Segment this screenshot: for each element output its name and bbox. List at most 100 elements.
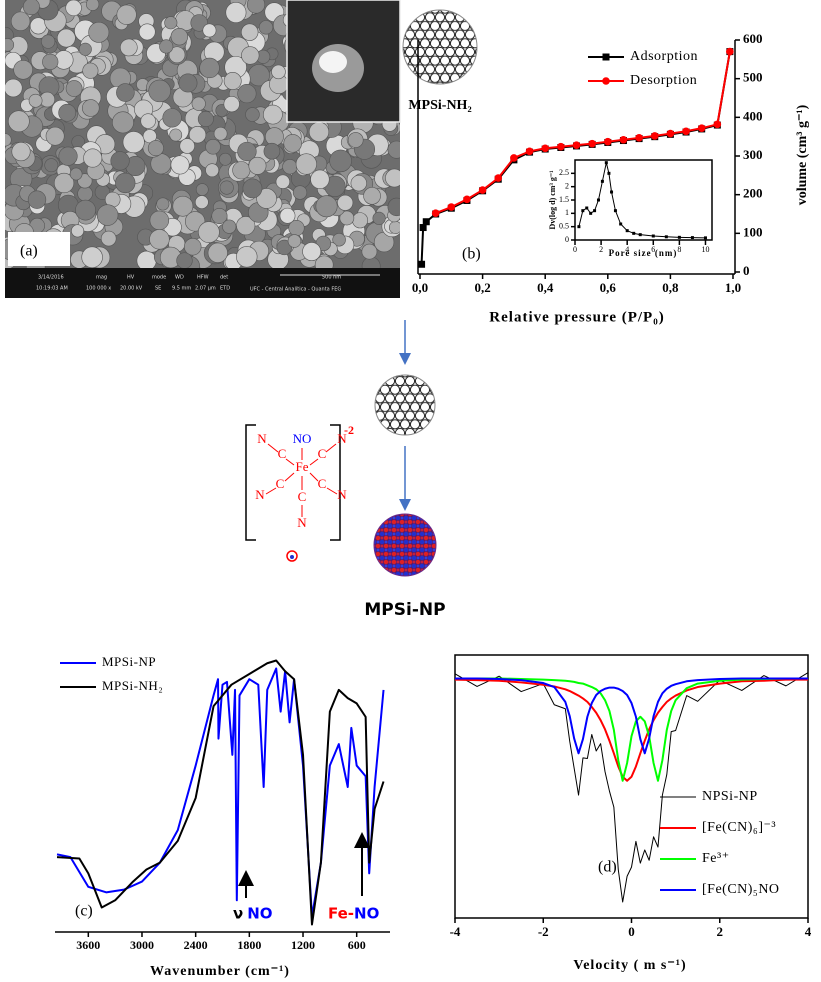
y-tick-label: 100 — [743, 224, 763, 239]
point — [541, 144, 549, 153]
sem-particle — [302, 242, 322, 261]
charge-label: -2 — [344, 423, 354, 437]
x-tick-label: 3600 — [76, 938, 100, 952]
x-tick-label: 4 — [805, 924, 812, 939]
x-tick-label: -4 — [450, 924, 461, 939]
sem-particle — [246, 0, 266, 14]
y-tick-label: 1 — [565, 208, 569, 217]
atom-label: C — [278, 446, 287, 461]
point — [447, 203, 456, 211]
x-tick-label: 2 — [599, 245, 603, 254]
atom-label: Fe — [296, 459, 309, 474]
point — [419, 224, 427, 232]
sem-particle — [223, 72, 242, 90]
atom-label: N — [297, 515, 307, 530]
point — [682, 127, 690, 136]
atom-label: C — [318, 446, 327, 461]
sem-particle — [310, 169, 330, 190]
sem-particle — [207, 242, 228, 263]
sem-particle — [329, 149, 352, 173]
sem-particle — [78, 42, 92, 56]
legend-label: NPSi-NP — [702, 789, 758, 804]
point — [651, 234, 655, 238]
sem-particle — [332, 232, 346, 247]
x-tick-label: 0,8 — [662, 280, 679, 295]
x-axis-label: Velocity ( m s⁻¹) — [573, 958, 686, 973]
point — [650, 132, 659, 140]
bond — [265, 487, 277, 495]
sem-particle — [236, 216, 256, 236]
point — [525, 147, 534, 156]
sem-particle — [295, 153, 317, 175]
point — [604, 161, 608, 165]
sem-particle — [116, 83, 135, 102]
sem-particle — [218, 152, 232, 166]
x-tick-label: 6 — [651, 245, 655, 254]
legend-marker — [602, 53, 610, 61]
point — [632, 231, 636, 235]
sem-scale: 500 nm — [322, 275, 341, 281]
sem-particle — [71, 224, 85, 238]
point — [422, 218, 430, 226]
legend-label: MPSi-NP — [102, 654, 156, 669]
sem-header: det — [220, 275, 228, 281]
x-axis-label: Pore size (nm) — [609, 248, 678, 258]
sem-particle — [271, 64, 286, 80]
panel-label: (a) — [20, 243, 38, 260]
sem-particle — [184, 238, 202, 256]
sem-particle — [211, 207, 228, 225]
sem-header: HV — [127, 275, 135, 281]
sem-particle — [136, 250, 157, 268]
sem-particle — [363, 187, 381, 205]
sem-particle — [263, 104, 283, 125]
bracket — [330, 424, 341, 541]
mesoporous-sphere — [402, 9, 478, 85]
counter-ion-core — [290, 555, 294, 559]
point — [557, 142, 565, 151]
complex: NO Fe N C N C C N C N C N -2 — [245, 423, 354, 541]
sem-particle — [45, 126, 65, 146]
sem-particle — [199, 57, 220, 79]
sem-particle — [148, 79, 171, 103]
sem-date: 3/14/2016 — [38, 275, 64, 281]
sem-particle — [53, 172, 75, 194]
series-line — [455, 677, 808, 755]
sem-particle — [191, 96, 206, 111]
sem-particle — [120, 38, 138, 57]
bracket — [245, 424, 256, 541]
point — [703, 236, 707, 240]
sem-particle — [69, 167, 83, 181]
bond — [284, 472, 295, 482]
x-tick-label: 0 — [628, 924, 635, 939]
chart: 0 2 4 6 8 10 0 0.5 1 1.5 2 2.5 Pore size (nm) Dv(log … — [548, 159, 713, 258]
sem-particle — [65, 0, 82, 17]
atom-label: N — [255, 487, 265, 502]
sem-particle — [202, 23, 217, 38]
sem-particle — [56, 28, 76, 48]
y-tick-label: 2 — [565, 181, 569, 190]
sem-particle — [339, 210, 355, 226]
sem-particle — [223, 96, 240, 113]
point — [577, 225, 581, 229]
sem-particle — [264, 127, 284, 147]
sem-particle — [225, 2, 247, 23]
sem-particle — [75, 199, 96, 221]
y-tick-label: 0 — [565, 235, 569, 244]
chart: 0,0 0,2 0,4 0,6 0,8 1,00100200300400500600Rel… — [412, 31, 810, 325]
y-tick-label: 500 — [743, 70, 763, 85]
bond — [326, 487, 338, 495]
precursor-label: MPSi-NH₂ — [408, 98, 471, 113]
sem-particle — [198, 221, 220, 243]
point — [613, 209, 617, 213]
point — [690, 236, 694, 240]
legend-label: Fe³⁺ — [702, 851, 730, 866]
sem-particle — [387, 197, 400, 217]
sem-particle — [77, 185, 93, 202]
sem-particle — [58, 103, 77, 122]
sem-particle — [275, 174, 291, 189]
y-tick-label: 0.5 — [559, 221, 569, 230]
legend-label: Adsorption — [630, 49, 698, 64]
sem-particle — [5, 133, 12, 147]
point — [596, 198, 600, 202]
